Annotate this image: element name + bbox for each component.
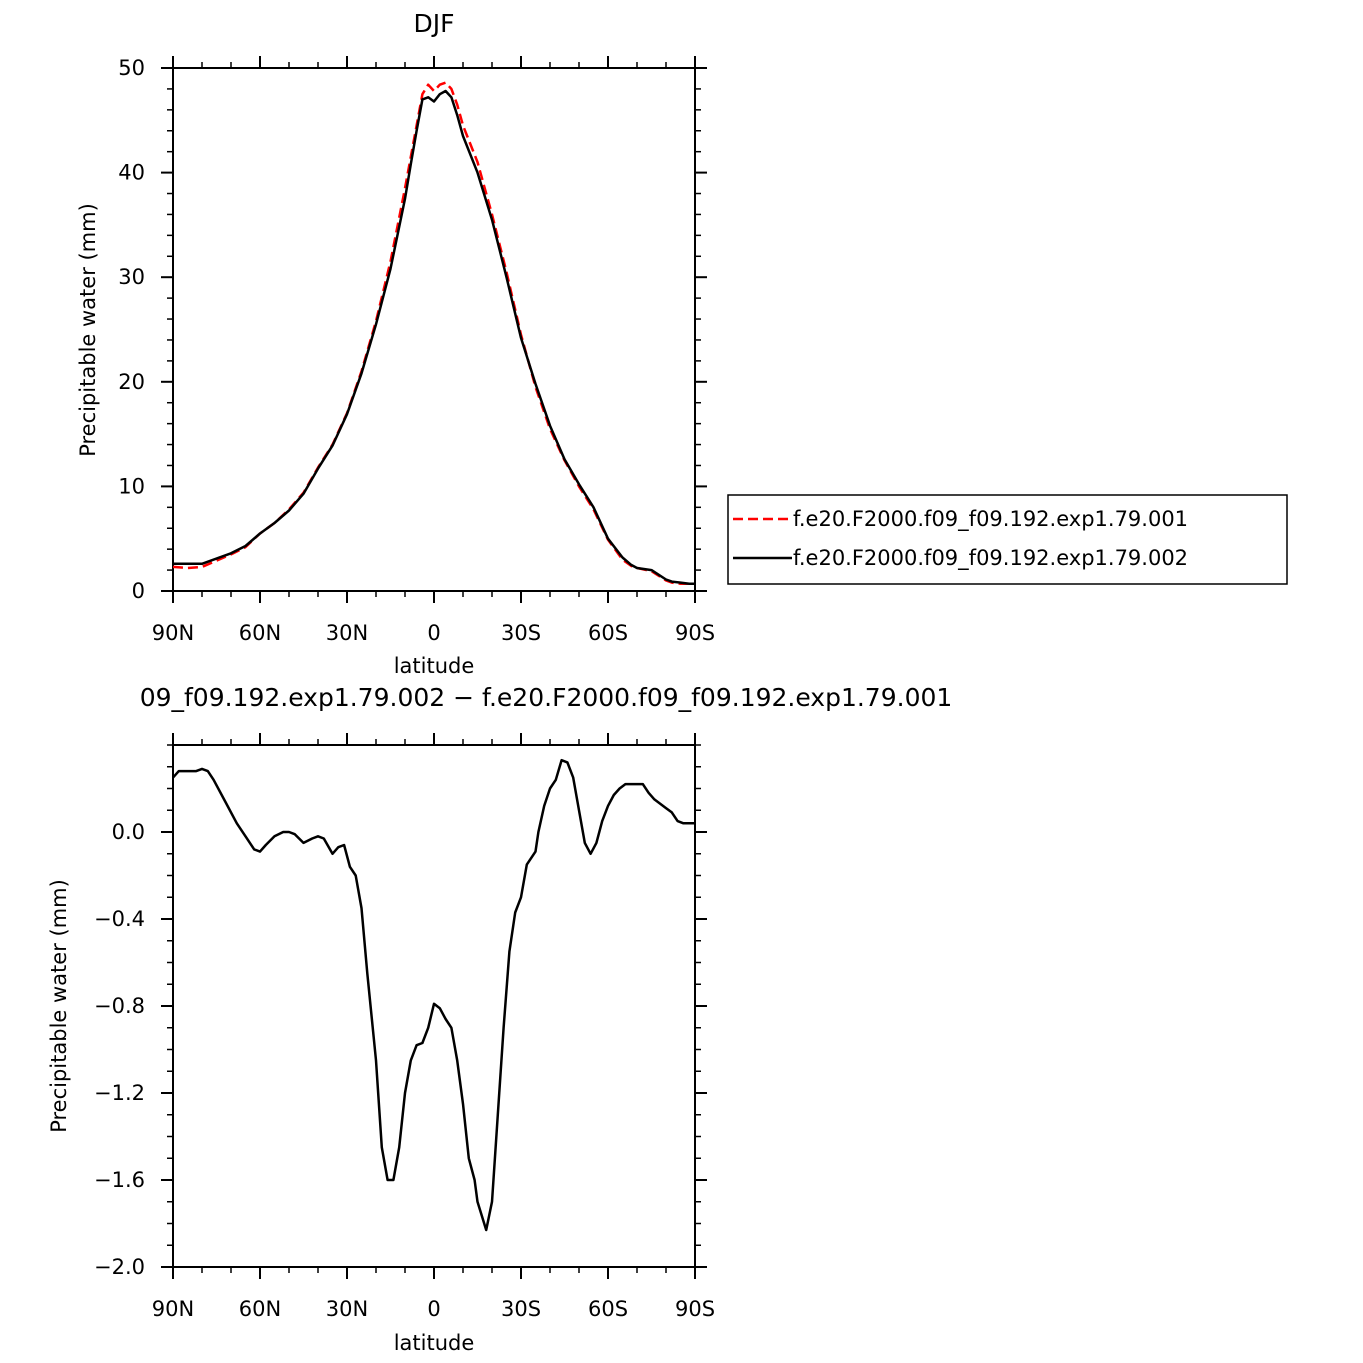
top-chart-series-line-1 (173, 81, 695, 585)
bottom-chart-x-tick-label: 90N (152, 1297, 194, 1321)
bottom-chart-series (173, 758, 695, 1232)
bottom-chart-y-tick-label: −1.6 (94, 1168, 145, 1192)
top-chart-y-tick-label: 0 (132, 579, 145, 603)
bottom-chart-y-tick-label: −2.0 (94, 1255, 145, 1279)
bottom-chart-y-tick-label: −1.2 (94, 1081, 145, 1105)
legend-label-001: f.e20.F2000.f09_f09.192.exp1.79.001 (793, 507, 1188, 532)
top-chart-series (173, 81, 695, 585)
top-chart-y-tick-label: 10 (118, 474, 145, 498)
bottom-chart-x-tick-label: 60N (239, 1297, 281, 1321)
top-chart-x-tick-label: 90S (675, 621, 715, 645)
bottom-chart-axes: 90N 60N 30N 0 30S 60S 90S −2.0 −1.6 −1.2 −0.8 −0.4 0… (94, 733, 715, 1321)
legend-label-002: f.e20.F2000.f09_f09.192.exp1.79.002 (793, 546, 1188, 571)
top-chart-title: DJF (413, 9, 454, 38)
top-chart-x-tick-label: 0 (427, 621, 440, 645)
bottom-chart-y-axis-label: Precipitable water (mm) (47, 879, 71, 1133)
bottom-chart: 09_f09.192.exp1.79.002 − f.e20.F2000.f09… (47, 683, 952, 1355)
top-chart-x-tick-label: 90N (152, 621, 194, 645)
bottom-chart-y-tick-label: −0.8 (94, 994, 145, 1018)
bottom-chart-x-tick-label: 60S (588, 1297, 628, 1321)
bottom-chart-series-line-1 (173, 758, 695, 1232)
top-chart: DJF Precipitable water (mm) latitude 90N… (76, 9, 1288, 678)
bottom-chart-title: 09_f09.192.exp1.79.002 − f.e20.F2000.f09… (140, 683, 953, 712)
top-chart-x-tick-label: 60S (588, 621, 628, 645)
bottom-chart-x-axis-label: latitude (394, 1331, 475, 1355)
top-chart-x-tick-label: 30S (501, 621, 541, 645)
bottom-chart-y-tick-label: −0.4 (94, 907, 145, 931)
top-chart-y-tick-label: 40 (118, 161, 145, 185)
top-chart-y-axis-label: Precipitable water (mm) (76, 203, 100, 457)
bottom-chart-x-tick-label: 30S (501, 1297, 541, 1321)
top-chart-axes: 90N 60N 30N 0 30S 60S 90S 0 10 20 30 40 50 (118, 56, 715, 645)
bottom-chart-x-tick-label: 0 (427, 1297, 440, 1321)
top-chart-y-tick-label: 30 (118, 265, 145, 289)
bottom-chart-y-tick-label: 0.0 (112, 820, 145, 844)
top-chart-x-tick-label: 30N (326, 621, 368, 645)
top-chart-y-tick-label: 20 (118, 370, 145, 394)
top-chart-series-line-2 (173, 89, 695, 585)
bottom-chart-x-tick-label: 90S (675, 1297, 715, 1321)
top-chart-x-tick-label: 60N (239, 621, 281, 645)
legend-box (727, 494, 1288, 585)
top-chart-y-tick-label: 50 (118, 56, 145, 80)
bottom-chart-x-tick-label: 30N (326, 1297, 368, 1321)
top-chart-x-axis-label: latitude (394, 654, 475, 678)
top-chart-plot-frame (172, 67, 696, 592)
legend: f.e20.F2000.f09_f09.192.exp1.79.001 f.e2… (727, 494, 1288, 585)
